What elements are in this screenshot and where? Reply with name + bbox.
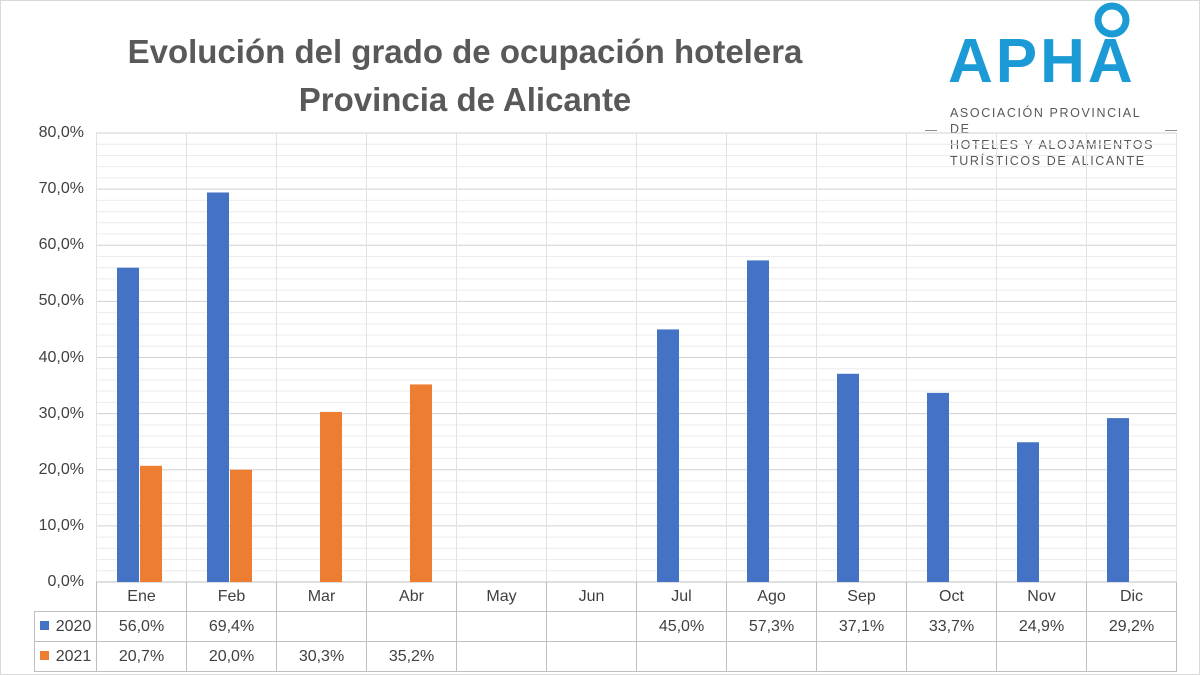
data-label — [276, 611, 367, 642]
y-tick-label: 20,0% — [38, 460, 84, 478]
data-table-corner — [34, 582, 97, 612]
x-tick-label: May — [456, 582, 547, 612]
apha-logo-wordmark: APHA — [948, 27, 1136, 96]
apha-logo-line-2: HOTELES Y ALOJAMIENTOS — [950, 138, 1155, 152]
bar-2020-ago — [747, 260, 769, 582]
x-tick-label: Nov — [996, 582, 1087, 612]
chart-title: Evolución del grado de ocupación hoteler… — [127, 33, 803, 70]
data-label: 29,2% — [1086, 611, 1177, 642]
data-label: 37,1% — [816, 611, 907, 642]
x-tick-label: Feb — [186, 582, 277, 612]
x-tick-label: Jun — [546, 582, 637, 612]
data-label: 35,2% — [366, 641, 457, 672]
data-label — [816, 641, 907, 672]
y-tick-label: 70,0% — [38, 180, 84, 198]
data-table-header-row: Ene Feb Mar Abr May Jun Jul Ago Sep Oct Nov Dic — [34, 582, 1177, 612]
bar-2020-ene — [117, 267, 139, 582]
y-tick-label: 60,0% — [38, 236, 84, 254]
bar-2020-oct — [927, 392, 949, 582]
data-label: 56,0% — [96, 611, 187, 642]
x-tick-label: Jul — [636, 582, 727, 612]
y-tick-label: 10,0% — [38, 516, 84, 534]
data-table-row-2021: 2021 20,7% 20,0% 30,3% 35,2% — [34, 641, 1177, 672]
y-tick-label: 80,0% — [38, 124, 84, 141]
x-tick-label: Dic — [1086, 582, 1177, 612]
bar-2020-sep — [837, 373, 859, 582]
legend-swatch — [39, 650, 49, 660]
logo-rule-right — [1165, 130, 1177, 131]
legend-swatch — [39, 620, 49, 630]
data-label: 69,4% — [186, 611, 277, 642]
x-tick-label: Abr — [366, 582, 457, 612]
legend-label: 2021 — [55, 647, 92, 665]
x-tick-label: Oct — [906, 582, 997, 612]
bar-2020-jul — [657, 329, 679, 582]
legend-entry-2021: 2021 — [34, 641, 97, 672]
y-tick-label: 40,0% — [38, 348, 84, 366]
apha-logo-caption: ASOCIACIÓN PROVINCIAL DE HOTELES Y ALOJA… — [950, 105, 1160, 169]
x-tick-label: Ago — [726, 582, 817, 612]
y-tick-label: 30,0% — [38, 404, 84, 422]
data-label — [456, 641, 547, 672]
data-label — [546, 641, 637, 672]
x-tick-label: Ene — [96, 582, 187, 612]
data-label — [906, 641, 997, 672]
data-label — [366, 611, 457, 642]
bar-2021-ene — [140, 465, 162, 582]
legend-entry-2020: 2020 — [34, 611, 97, 642]
data-label — [996, 641, 1087, 672]
data-label: 57,3% — [726, 611, 817, 642]
data-table: Ene Feb Mar Abr May Jun Jul Ago Sep Oct Nov Dic 202… — [34, 582, 1177, 672]
data-label — [1086, 641, 1177, 672]
bar-2020-nov — [1017, 442, 1039, 582]
legend-label: 2020 — [55, 617, 92, 635]
data-label: 33,7% — [906, 611, 997, 642]
data-label: 20,0% — [186, 641, 277, 672]
bar-2021-feb — [230, 469, 252, 582]
bar-2021-abr — [410, 384, 432, 582]
data-label — [456, 611, 547, 642]
x-tick-label: Mar — [276, 582, 367, 612]
apha-logo-swirl — [1094, 2, 1130, 38]
apha-logo-line-3: TURÍSTICOS DE ALICANTE — [950, 154, 1146, 168]
chart-title-block: Evolución del grado de ocupación hoteler… — [40, 28, 890, 124]
logo-rule-left — [925, 130, 937, 131]
bar-2020-dic — [1107, 418, 1129, 582]
chart-subtitle: Provincia de Alicante — [298, 81, 632, 118]
data-table-row-2020: 2020 56,0% 69,4% 45,0% 57,3% 37,1% 33,7% 24,9% 2… — [34, 611, 1177, 642]
data-label: 45,0% — [636, 611, 727, 642]
bar-2020-feb — [207, 192, 229, 582]
data-label — [546, 611, 637, 642]
bar-2021-mar — [320, 411, 342, 582]
bar-plot — [96, 132, 1177, 583]
data-label: 20,7% — [96, 641, 187, 672]
apha-logo: APHA — [948, 2, 1136, 96]
data-label — [726, 641, 817, 672]
data-label: 24,9% — [996, 611, 1087, 642]
y-tick-label: 50,0% — [38, 292, 84, 310]
data-label — [636, 641, 727, 672]
data-label: 30,3% — [276, 641, 367, 672]
x-tick-label: Sep — [816, 582, 907, 612]
